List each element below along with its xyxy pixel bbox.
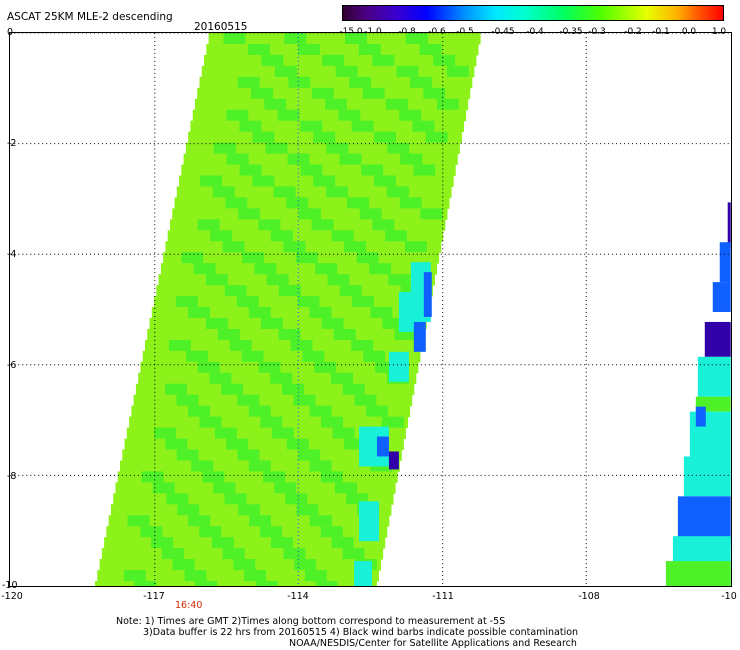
y-label-minus2: -2 xyxy=(7,138,17,149)
colorbar xyxy=(342,5,724,21)
swath-left xyxy=(95,33,481,586)
map-area xyxy=(9,32,732,587)
x-label-minus114: -114 xyxy=(287,591,309,602)
x-label-minus117: -117 xyxy=(143,591,165,602)
x-label-minus120: -120 xyxy=(1,591,23,602)
map-title: ASCAT 25KM MLE-2 descending xyxy=(7,11,173,23)
y-label-minus4: -4 xyxy=(7,249,17,260)
note-line-2: 3)Data buffer is 22 hrs from 20160515 4)… xyxy=(143,627,579,638)
x-label-minus10: -10 xyxy=(721,591,737,602)
x-label-minus108: -108 xyxy=(578,591,600,602)
grid-lines xyxy=(10,33,731,586)
y-label-0: 0 xyxy=(7,27,14,38)
pass-time-label: 16:40 xyxy=(175,600,203,611)
map-date: 20160515 xyxy=(194,21,248,33)
note-line-3: NOAA/NESDIS/Center for Satellite Applica… xyxy=(289,638,577,649)
note-line-1: Note: 1) Times are GMT 2)Times along bot… xyxy=(116,616,506,627)
y-label-minus8: -8 xyxy=(7,471,17,482)
swath-right xyxy=(665,202,731,586)
x-label-minus111: -111 xyxy=(432,591,454,602)
y-label-minus6: -6 xyxy=(7,360,17,371)
y-label-minus10: -10 xyxy=(2,580,18,591)
